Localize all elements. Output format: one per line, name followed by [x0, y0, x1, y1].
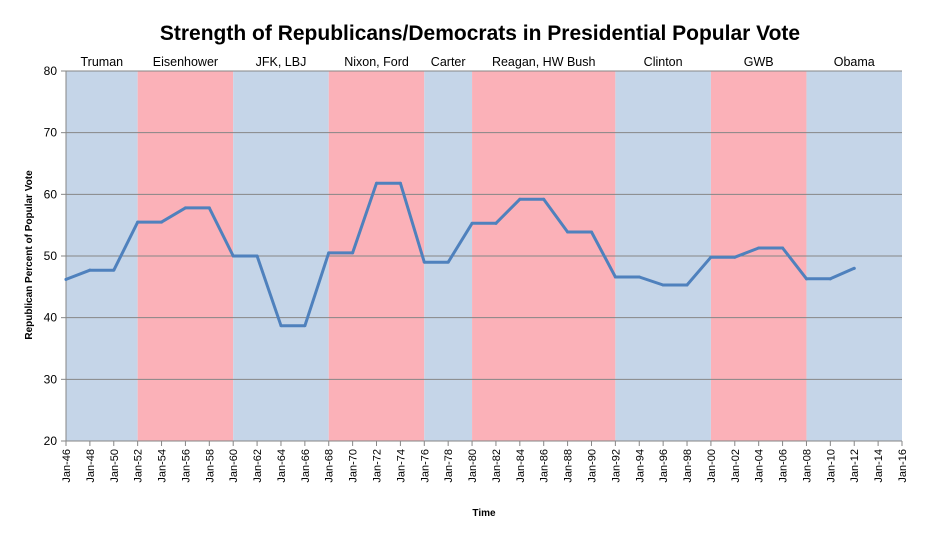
x-tick-label-8: Jan-62 — [252, 449, 264, 483]
x-tick-label-27: Jan-00 — [706, 449, 718, 483]
x-tick-label-5: Jan-56 — [180, 449, 192, 483]
data-point-0-33 — [852, 266, 856, 270]
x-tick-label-3: Jan-52 — [133, 449, 145, 483]
x-tick-label-0: Jan-46 — [61, 449, 73, 483]
data-point-0-17 — [470, 221, 474, 225]
y-tick-label-2: 40 — [44, 311, 58, 325]
data-point-0-32 — [828, 277, 832, 281]
data-point-0-29 — [757, 246, 761, 250]
x-tick-label-23: Jan-92 — [610, 449, 622, 483]
era-label-0: Truman — [81, 55, 124, 69]
era-label-7: GWB — [744, 55, 774, 69]
x-tick-label-20: Jan-86 — [539, 449, 551, 483]
x-tick-label-29: Jan-04 — [754, 449, 766, 483]
x-tick-label-17: Jan-80 — [467, 449, 479, 483]
era-label-4: Carter — [431, 55, 466, 69]
data-point-0-13 — [375, 181, 379, 185]
x-tick-label-15: Jan-76 — [419, 449, 431, 483]
x-tick-label-13: Jan-72 — [372, 449, 384, 483]
era-label-5: Reagan, HW Bush — [492, 55, 596, 69]
data-point-0-2 — [112, 268, 116, 272]
era-label-2: JFK, LBJ — [256, 55, 307, 69]
data-point-0-20 — [542, 197, 546, 201]
chart-title: Strength of Republicans/Democrats in Pre… — [160, 22, 800, 45]
data-point-0-27 — [709, 255, 713, 259]
data-point-0-25 — [661, 283, 665, 287]
data-point-0-7 — [231, 254, 235, 258]
data-point-0-24 — [637, 275, 641, 279]
x-tick-label-22: Jan-90 — [586, 449, 598, 483]
y-axis-ticks: 20 30 40 50 60 70 80 — [44, 64, 66, 448]
x-tick-label-32: Jan-10 — [825, 449, 837, 483]
data-point-0-31 — [804, 277, 808, 281]
data-point-0-1 — [88, 268, 92, 272]
data-point-0-8 — [255, 254, 259, 258]
data-point-0-21 — [566, 230, 570, 234]
x-tick-label-7: Jan-60 — [228, 449, 240, 483]
y-tick-label-3: 50 — [44, 249, 58, 263]
y-tick-label-1: 30 — [44, 372, 58, 386]
x-tick-label-28: Jan-02 — [730, 449, 742, 483]
x-tick-label-21: Jan-88 — [563, 449, 575, 483]
data-point-0-0 — [64, 277, 68, 281]
x-tick-label-14: Jan-74 — [395, 449, 407, 483]
data-point-0-4 — [160, 220, 164, 224]
x-axis-label: Time — [472, 508, 496, 519]
y-axis-label: Republican Percent of Popular Vote — [24, 170, 35, 340]
era-label-8: Obama — [834, 55, 875, 69]
x-tick-label-1: Jan-48 — [85, 449, 97, 483]
data-point-0-14 — [398, 181, 402, 185]
x-tick-label-25: Jan-96 — [658, 449, 670, 483]
era-label-1: Eisenhower — [153, 55, 218, 69]
era-label-6: Clinton — [644, 55, 683, 69]
x-tick-label-10: Jan-66 — [300, 449, 312, 483]
data-point-0-19 — [518, 197, 522, 201]
x-tick-label-12: Jan-70 — [348, 449, 360, 483]
x-tick-label-35: Jan-16 — [897, 449, 909, 483]
y-tick-label-5: 70 — [44, 126, 58, 140]
x-tick-label-31: Jan-08 — [801, 449, 813, 483]
x-axis-ticks: Jan-46 Jan-48 Jan-50 Jan-52 Jan-54 Jan-56 Jan-… — [61, 441, 909, 483]
x-tick-label-30: Jan-06 — [778, 449, 790, 483]
data-point-0-28 — [733, 255, 737, 259]
data-point-0-18 — [494, 221, 498, 225]
x-tick-label-2: Jan-50 — [109, 449, 121, 483]
era-labels: Truman Eisenhower JFK, LBJ Nixon, Ford Carte… — [81, 55, 875, 69]
x-tick-label-18: Jan-82 — [491, 449, 503, 483]
data-point-0-10 — [303, 324, 307, 328]
x-tick-label-11: Jan-68 — [324, 449, 336, 483]
data-point-0-26 — [685, 283, 689, 287]
data-point-0-16 — [446, 260, 450, 264]
era-label-3: Nixon, Ford — [344, 55, 409, 69]
x-tick-label-6: Jan-58 — [204, 449, 216, 483]
x-tick-label-16: Jan-78 — [443, 449, 455, 483]
data-point-0-22 — [589, 230, 593, 234]
y-tick-label-4: 60 — [44, 187, 58, 201]
data-point-0-6 — [207, 206, 211, 210]
x-tick-label-4: Jan-54 — [157, 449, 169, 483]
x-tick-label-33: Jan-12 — [849, 449, 861, 483]
data-point-0-15 — [422, 260, 426, 264]
x-tick-label-19: Jan-84 — [515, 449, 527, 483]
data-point-0-11 — [327, 251, 331, 255]
series — [64, 181, 856, 328]
y-tick-label-0: 20 — [44, 434, 58, 448]
series-line-0 — [64, 181, 856, 328]
data-point-0-9 — [279, 324, 283, 328]
data-point-0-3 — [136, 220, 140, 224]
data-point-0-12 — [351, 251, 355, 255]
x-tick-label-34: Jan-14 — [873, 449, 885, 483]
y-tick-label-6: 80 — [44, 64, 58, 78]
x-tick-label-24: Jan-94 — [634, 449, 646, 483]
data-point-0-30 — [781, 246, 785, 250]
x-tick-label-26: Jan-98 — [682, 449, 694, 483]
x-tick-label-9: Jan-64 — [276, 449, 288, 483]
data-point-0-5 — [183, 206, 187, 210]
data-point-0-23 — [613, 275, 617, 279]
